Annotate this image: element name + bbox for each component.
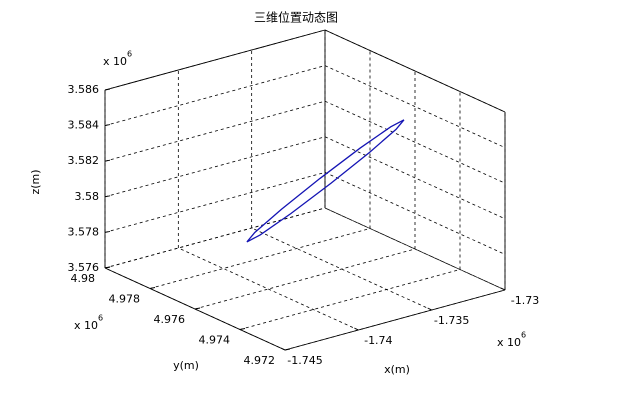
grid-line (324, 29, 506, 113)
x-tick (280, 347, 286, 351)
z-tick (104, 230, 111, 233)
grid-line (104, 172, 326, 233)
z-tick-label: 3.58 (75, 190, 100, 203)
grid-line (324, 172, 506, 255)
z-tick (104, 266, 111, 269)
grid-line (149, 228, 371, 289)
x-tick-label: -1.745 (287, 354, 322, 367)
grid-line (104, 100, 326, 162)
x-axis-label: x(m) (384, 363, 410, 376)
z-tick-label: 3.586 (68, 83, 100, 96)
grid-line (194, 248, 416, 310)
z-axis-label: z(m) (29, 169, 42, 194)
z-tick (104, 159, 111, 162)
x-tick-label: -1.74 (364, 334, 392, 347)
y-tick (149, 287, 156, 289)
y-axis-label: y(m) (173, 359, 199, 372)
grid-line (284, 289, 506, 351)
trajectory-line (246, 119, 405, 243)
y-tick (284, 348, 291, 351)
grid-line (324, 136, 506, 220)
y-tick-label: 4.972 (244, 354, 276, 367)
y-tick-label: 4.974 (199, 334, 231, 347)
y-tick-label: 4.98 (71, 272, 96, 285)
grid-line (178, 247, 359, 331)
y-multiplier: x 10 (74, 319, 98, 332)
z-tick-label: 3.576 (68, 261, 100, 274)
y-tick (194, 307, 201, 310)
y-tick (239, 328, 246, 330)
grid-line (239, 269, 461, 330)
grid-line (324, 100, 506, 184)
x-tick (427, 307, 432, 311)
y-tick-label: 4.978 (109, 293, 141, 306)
x-multiplier: x 10 (497, 336, 521, 349)
chart-title: 三维位置动态图 (254, 10, 338, 25)
z-tick (104, 195, 111, 198)
y-tick-label: 4.976 (154, 313, 186, 326)
z-tick (104, 124, 111, 127)
grid-line (104, 207, 326, 269)
grid-line (104, 136, 326, 198)
z-tick-label: 3.582 (68, 154, 100, 167)
x-tick-label: -1.735 (434, 314, 469, 327)
z-multiplier-power: 6 (127, 50, 132, 59)
z-tick (104, 88, 111, 91)
x-multiplier-power: 6 (521, 331, 526, 340)
x-tick-label: -1.73 (511, 294, 539, 307)
grid-line (104, 65, 326, 126)
z-multiplier: x 10 (103, 55, 127, 68)
grid-line (324, 65, 506, 148)
x-tick (354, 327, 359, 331)
grid-line (324, 207, 506, 291)
grid-line (104, 29, 326, 91)
z-tick-label: 3.578 (68, 225, 100, 238)
z-tick-label: 3.584 (68, 119, 100, 132)
y-multiplier-power: 6 (98, 314, 103, 323)
x-tick (500, 287, 506, 291)
